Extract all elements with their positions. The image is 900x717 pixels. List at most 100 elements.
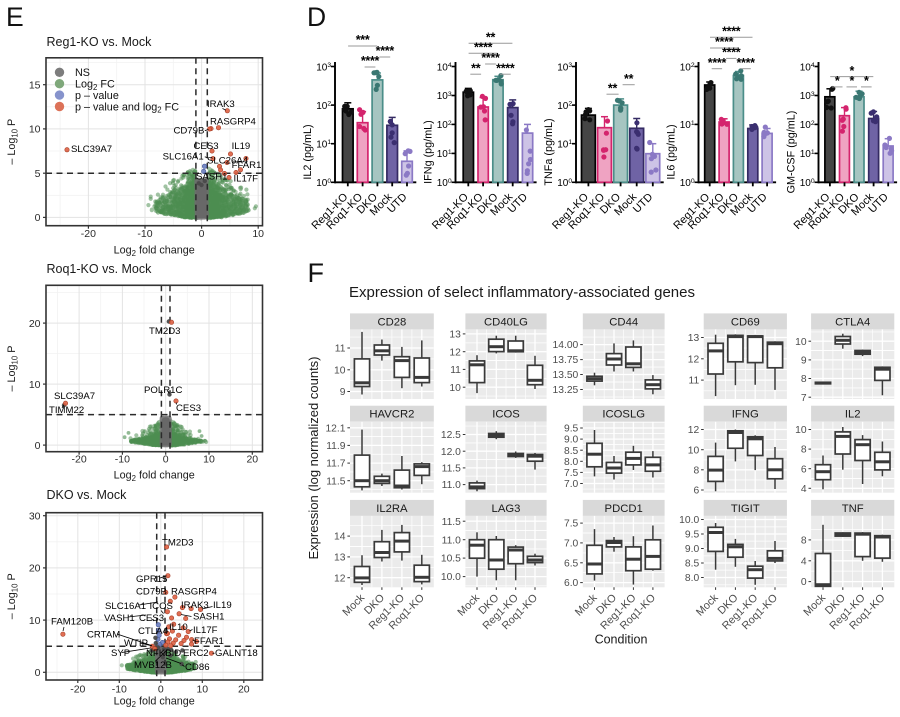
svg-text:10: 10 bbox=[29, 379, 41, 391]
svg-text:4: 4 bbox=[801, 556, 807, 567]
svg-text:30: 30 bbox=[29, 510, 41, 522]
svg-text:11.5: 11.5 bbox=[442, 464, 462, 475]
svg-text:**: ** bbox=[608, 81, 618, 95]
svg-text:TIMM22: TIMM22 bbox=[49, 405, 84, 416]
svg-text:12.5: 12.5 bbox=[441, 430, 461, 441]
svg-text:10: 10 bbox=[795, 337, 807, 348]
svg-text:*: * bbox=[864, 74, 869, 88]
svg-text:Roq1-KO vs. Mock: Roq1-KO vs. Mock bbox=[47, 262, 153, 276]
svg-text:11.5: 11.5 bbox=[442, 517, 462, 528]
svg-text:14.00: 14.00 bbox=[553, 340, 579, 351]
svg-text:****: **** bbox=[722, 25, 741, 39]
svg-text:Expression (log normalized cou: Expression (log normalized counts) bbox=[306, 356, 321, 559]
svg-text:TNFa (pg/mL): TNFa (pg/mL) bbox=[543, 118, 555, 185]
svg-text:0: 0 bbox=[35, 667, 41, 679]
svg-text:8.5: 8.5 bbox=[564, 446, 579, 457]
svg-text:IL10: IL10 bbox=[169, 622, 188, 633]
svg-text:CD40LG: CD40LG bbox=[484, 316, 528, 328]
svg-text:IFNg (pg/mL): IFNg (pg/mL) bbox=[423, 120, 435, 184]
svg-text:9.5: 9.5 bbox=[564, 424, 579, 435]
svg-text:10.0: 10.0 bbox=[679, 515, 699, 526]
svg-text:CES3: CES3 bbox=[176, 403, 201, 414]
svg-text:Log2 fold change: Log2 fold change bbox=[114, 470, 195, 483]
svg-text:6: 6 bbox=[801, 464, 807, 475]
svg-text:0: 0 bbox=[199, 228, 205, 240]
svg-text:0: 0 bbox=[35, 212, 41, 224]
svg-text:13.50: 13.50 bbox=[553, 370, 579, 381]
svg-text:CTLA4: CTLA4 bbox=[138, 626, 169, 637]
svg-text:Reg1-KO vs. Mock: Reg1-KO vs. Mock bbox=[47, 35, 153, 49]
svg-text:****: **** bbox=[481, 51, 500, 65]
svg-text:13.25: 13.25 bbox=[553, 385, 579, 396]
svg-text:103: 103 bbox=[316, 62, 331, 73]
svg-text:TNF: TNF bbox=[842, 503, 864, 515]
svg-text:– Log10 P: – Log10 P bbox=[6, 346, 19, 392]
svg-text:RASGRP4: RASGRP4 bbox=[171, 587, 218, 598]
svg-text:DKO vs. Mock: DKO vs. Mock bbox=[47, 488, 128, 502]
svg-text:102: 102 bbox=[437, 120, 452, 131]
svg-text:11.9: 11.9 bbox=[326, 441, 346, 452]
svg-text:Log2 fold change: Log2 fold change bbox=[114, 245, 195, 258]
svg-text:9.0: 9.0 bbox=[564, 435, 579, 446]
svg-text:FFAR1: FFAR1 bbox=[232, 160, 262, 171]
svg-text:7.5: 7.5 bbox=[564, 519, 579, 530]
svg-text:**: ** bbox=[624, 72, 634, 86]
svg-text:103: 103 bbox=[437, 91, 452, 102]
svg-text:5: 5 bbox=[35, 168, 41, 180]
svg-text:7.0: 7.0 bbox=[564, 479, 579, 490]
svg-text:4: 4 bbox=[801, 484, 807, 495]
svg-text:Log2 FC: Log2 FC bbox=[75, 79, 115, 92]
svg-text:CD28: CD28 bbox=[377, 316, 406, 328]
svg-text:0: 0 bbox=[158, 684, 164, 696]
svg-text:20: 20 bbox=[29, 318, 41, 330]
svg-text:CD69: CD69 bbox=[731, 316, 760, 328]
svg-text:Log2 fold change: Log2 fold change bbox=[114, 696, 195, 709]
svg-text:102: 102 bbox=[557, 101, 572, 112]
svg-text:ICOS: ICOS bbox=[492, 409, 520, 421]
svg-text:FFAR1: FFAR1 bbox=[194, 636, 224, 647]
svg-text:103: 103 bbox=[557, 62, 572, 73]
svg-text:TM2D3: TM2D3 bbox=[162, 538, 193, 549]
svg-text:SASH1: SASH1 bbox=[196, 172, 227, 183]
svg-text:12: 12 bbox=[334, 573, 346, 584]
svg-text:SLC16A1: SLC16A1 bbox=[163, 152, 204, 163]
svg-text:10: 10 bbox=[334, 365, 346, 376]
svg-text:-10: -10 bbox=[137, 228, 152, 240]
svg-text:RASGRP4: RASGRP4 bbox=[210, 117, 257, 128]
svg-text:****: **** bbox=[722, 46, 741, 60]
svg-text:9.5: 9.5 bbox=[685, 530, 700, 541]
svg-text:p – value and log2 FC: p – value and log2 FC bbox=[75, 101, 179, 114]
svg-text:11.0: 11.0 bbox=[442, 480, 462, 491]
svg-text:LAG3: LAG3 bbox=[492, 503, 521, 515]
svg-text:IRAK3: IRAK3 bbox=[181, 600, 209, 611]
svg-text:SLC26A4: SLC26A4 bbox=[207, 156, 249, 167]
svg-text:CTLA4: CTLA4 bbox=[835, 316, 870, 328]
svg-text:MVB12B: MVB12B bbox=[134, 660, 172, 671]
svg-text:10.0: 10.0 bbox=[441, 572, 461, 583]
svg-text:10: 10 bbox=[688, 445, 700, 456]
svg-text:**: ** bbox=[471, 61, 481, 75]
svg-text:**: ** bbox=[486, 31, 496, 45]
svg-text:12.1: 12.1 bbox=[325, 423, 345, 434]
svg-text:D: D bbox=[307, 2, 326, 32]
svg-text:10: 10 bbox=[29, 615, 41, 627]
svg-text:20: 20 bbox=[246, 454, 258, 466]
svg-text:0: 0 bbox=[801, 577, 807, 588]
svg-text:****: **** bbox=[376, 44, 395, 58]
svg-text:8: 8 bbox=[801, 374, 807, 385]
svg-text:ERC2: ERC2 bbox=[183, 648, 209, 659]
svg-text:101: 101 bbox=[557, 139, 572, 150]
svg-text:0: 0 bbox=[35, 440, 41, 452]
svg-text:10.5: 10.5 bbox=[441, 554, 461, 565]
svg-text:IFNG: IFNG bbox=[732, 409, 759, 421]
svg-text:CRTAM: CRTAM bbox=[87, 630, 120, 641]
svg-text:100: 100 bbox=[557, 178, 572, 189]
svg-text:13.75: 13.75 bbox=[553, 355, 579, 366]
svg-text:10: 10 bbox=[196, 684, 208, 696]
svg-text:20: 20 bbox=[238, 684, 250, 696]
svg-text:13: 13 bbox=[334, 553, 346, 564]
svg-text:GM-CSF (pg/mL): GM-CSF (pg/mL) bbox=[786, 111, 798, 194]
svg-text:13: 13 bbox=[688, 333, 700, 344]
svg-text:SYP: SYP bbox=[111, 648, 130, 659]
svg-text:10: 10 bbox=[203, 454, 215, 466]
